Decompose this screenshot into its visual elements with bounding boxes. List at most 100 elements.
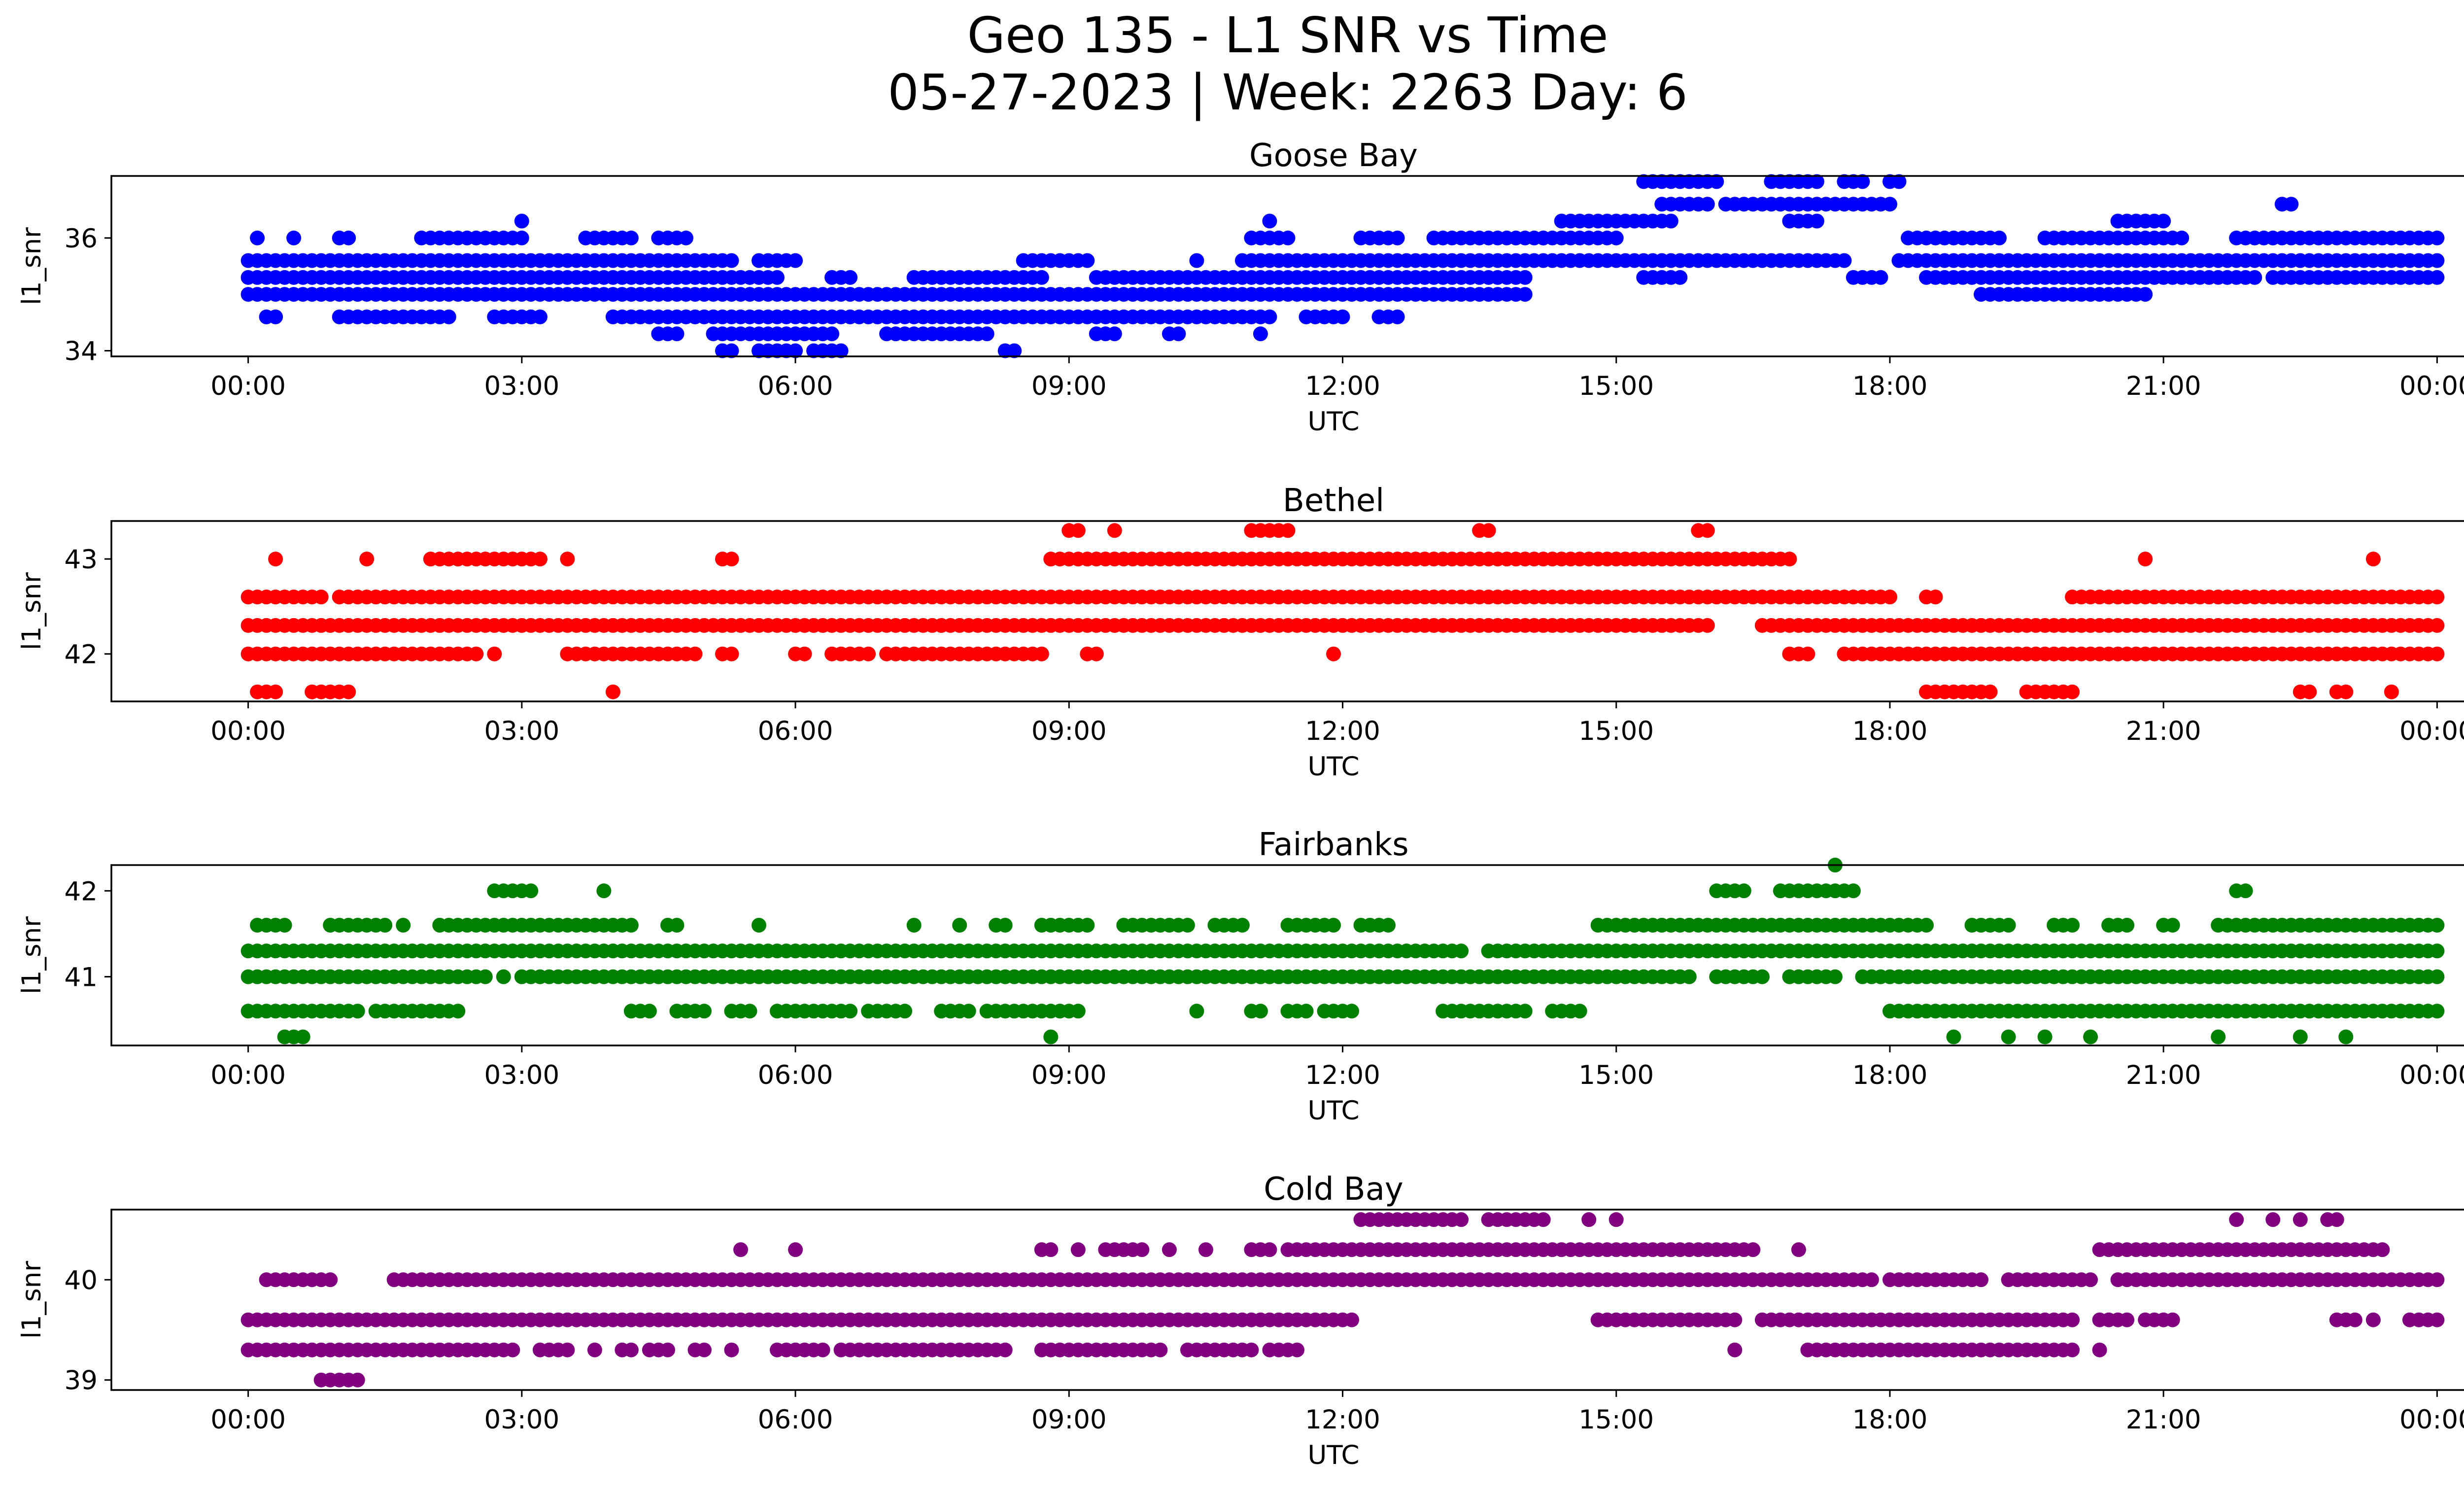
subplots: Goose Bay 00:00 03:00 06:00 09:00 12:00 15:00 1… xyxy=(17,138,2464,1470)
data-point xyxy=(770,270,785,285)
data-point xyxy=(2338,1029,2354,1044)
data-point xyxy=(1608,230,1624,245)
data-point xyxy=(560,1342,575,1357)
x-tick-label: 18:00 xyxy=(1852,371,1928,401)
data-point xyxy=(1070,523,1086,538)
data-point xyxy=(2083,1029,2098,1044)
data-point xyxy=(1454,1212,1469,1227)
data-point xyxy=(1189,1004,1204,1019)
data-point xyxy=(1481,523,1496,538)
data-point xyxy=(250,230,265,245)
x-tick-label: 12:00 xyxy=(1305,1060,1380,1090)
subplot-fairbanks: Fairbanks 00:00 03:00 06:00 09:00 12:00 15:00 1… xyxy=(17,827,2464,1126)
data-point xyxy=(669,918,684,933)
data-point xyxy=(377,918,393,933)
data-point xyxy=(2430,1272,2445,1287)
data-point xyxy=(1107,326,1122,342)
y-axis-label: l1_snr xyxy=(17,916,47,994)
data-point xyxy=(1107,523,1122,538)
data-point xyxy=(341,684,356,699)
x-tick-label: 21:00 xyxy=(2126,371,2201,401)
data-points xyxy=(240,174,2445,358)
figure-title-line2: 05-27-2023 | Week: 2263 Day: 6 xyxy=(888,64,1687,121)
x-tick-label: 21:00 xyxy=(2126,1405,2201,1435)
data-point xyxy=(295,1029,310,1044)
data-point xyxy=(2430,253,2445,268)
x-tick-label: 06:00 xyxy=(758,371,833,401)
data-point xyxy=(523,883,539,899)
data-point xyxy=(724,552,739,567)
data-point xyxy=(687,646,703,661)
data-point xyxy=(1946,1029,1961,1044)
data-point xyxy=(1745,1242,1761,1257)
data-point xyxy=(2092,1342,2107,1357)
data-point xyxy=(2120,918,2135,933)
data-point xyxy=(1344,1004,1359,1019)
data-point xyxy=(1290,1342,1304,1357)
data-point xyxy=(268,309,283,324)
data-point xyxy=(1198,1242,1213,1257)
data-point xyxy=(605,684,620,699)
data-point xyxy=(2156,213,2171,229)
data-point xyxy=(824,326,840,342)
x-tick-label: 09:00 xyxy=(1031,1060,1107,1090)
y-tick-label: 42 xyxy=(65,640,98,670)
data-point xyxy=(1700,523,1715,538)
data-point xyxy=(1983,684,1998,699)
data-point xyxy=(1891,174,1907,189)
data-point xyxy=(1043,1242,1059,1257)
data-point xyxy=(2037,1029,2053,1044)
data-point xyxy=(623,1342,639,1357)
data-point xyxy=(669,326,684,342)
data-point xyxy=(1080,918,1095,933)
data-point xyxy=(1089,646,1104,661)
data-point xyxy=(1007,343,1022,358)
data-point xyxy=(268,684,283,699)
data-point xyxy=(1517,287,1533,302)
data-point xyxy=(1572,1004,1587,1019)
data-point xyxy=(1390,230,1405,245)
data-point xyxy=(797,646,812,661)
data-point xyxy=(1919,918,1934,933)
data-point xyxy=(1700,197,1715,212)
data-point xyxy=(1280,230,1296,245)
data-point xyxy=(532,309,548,324)
x-tick-label: 00:00 xyxy=(2399,716,2464,746)
y-tick-label: 42 xyxy=(65,876,98,906)
data-point xyxy=(2302,684,2317,699)
data-point xyxy=(724,253,739,268)
data-point xyxy=(450,1004,466,1019)
data-points xyxy=(240,858,2445,1044)
data-point xyxy=(2430,1312,2445,1327)
subplot-cold-bay: Cold Bay 00:00 03:00 06:00 09:00 12:00 15:00 18… xyxy=(17,1171,2464,1470)
y-tick-label: 41 xyxy=(65,963,98,993)
data-point xyxy=(350,1004,365,1019)
data-point xyxy=(1782,552,1797,567)
data-point xyxy=(1253,326,1268,342)
x-tick-label: 06:00 xyxy=(758,716,833,746)
data-point xyxy=(1800,646,1815,661)
data-point xyxy=(350,1372,365,1388)
data-point xyxy=(815,1342,830,1357)
y-tick-label: 40 xyxy=(65,1265,98,1295)
x-tick-label: 00:00 xyxy=(2399,1060,2464,1090)
data-point xyxy=(2347,1312,2362,1327)
data-point xyxy=(1754,969,1770,984)
data-point xyxy=(1673,270,1688,285)
data-point xyxy=(1180,918,1195,933)
x-tick-label: 18:00 xyxy=(1852,716,1928,746)
data-point xyxy=(752,918,766,933)
x-axis-label: UTC xyxy=(1307,1096,1359,1126)
data-point xyxy=(1727,1312,1743,1327)
data-point xyxy=(469,646,484,661)
x-tick-label: 00:00 xyxy=(210,716,286,746)
data-point xyxy=(788,1242,803,1257)
data-point xyxy=(1189,253,1204,268)
data-point xyxy=(532,552,548,567)
data-point xyxy=(724,343,739,358)
data-point xyxy=(596,883,612,899)
figure-title-line1: Geo 135 - L1 SNR vs Time xyxy=(967,6,1608,64)
data-point xyxy=(1928,590,1943,605)
y-axis-label: l1_snr xyxy=(17,572,47,650)
data-point xyxy=(1791,1242,1806,1257)
